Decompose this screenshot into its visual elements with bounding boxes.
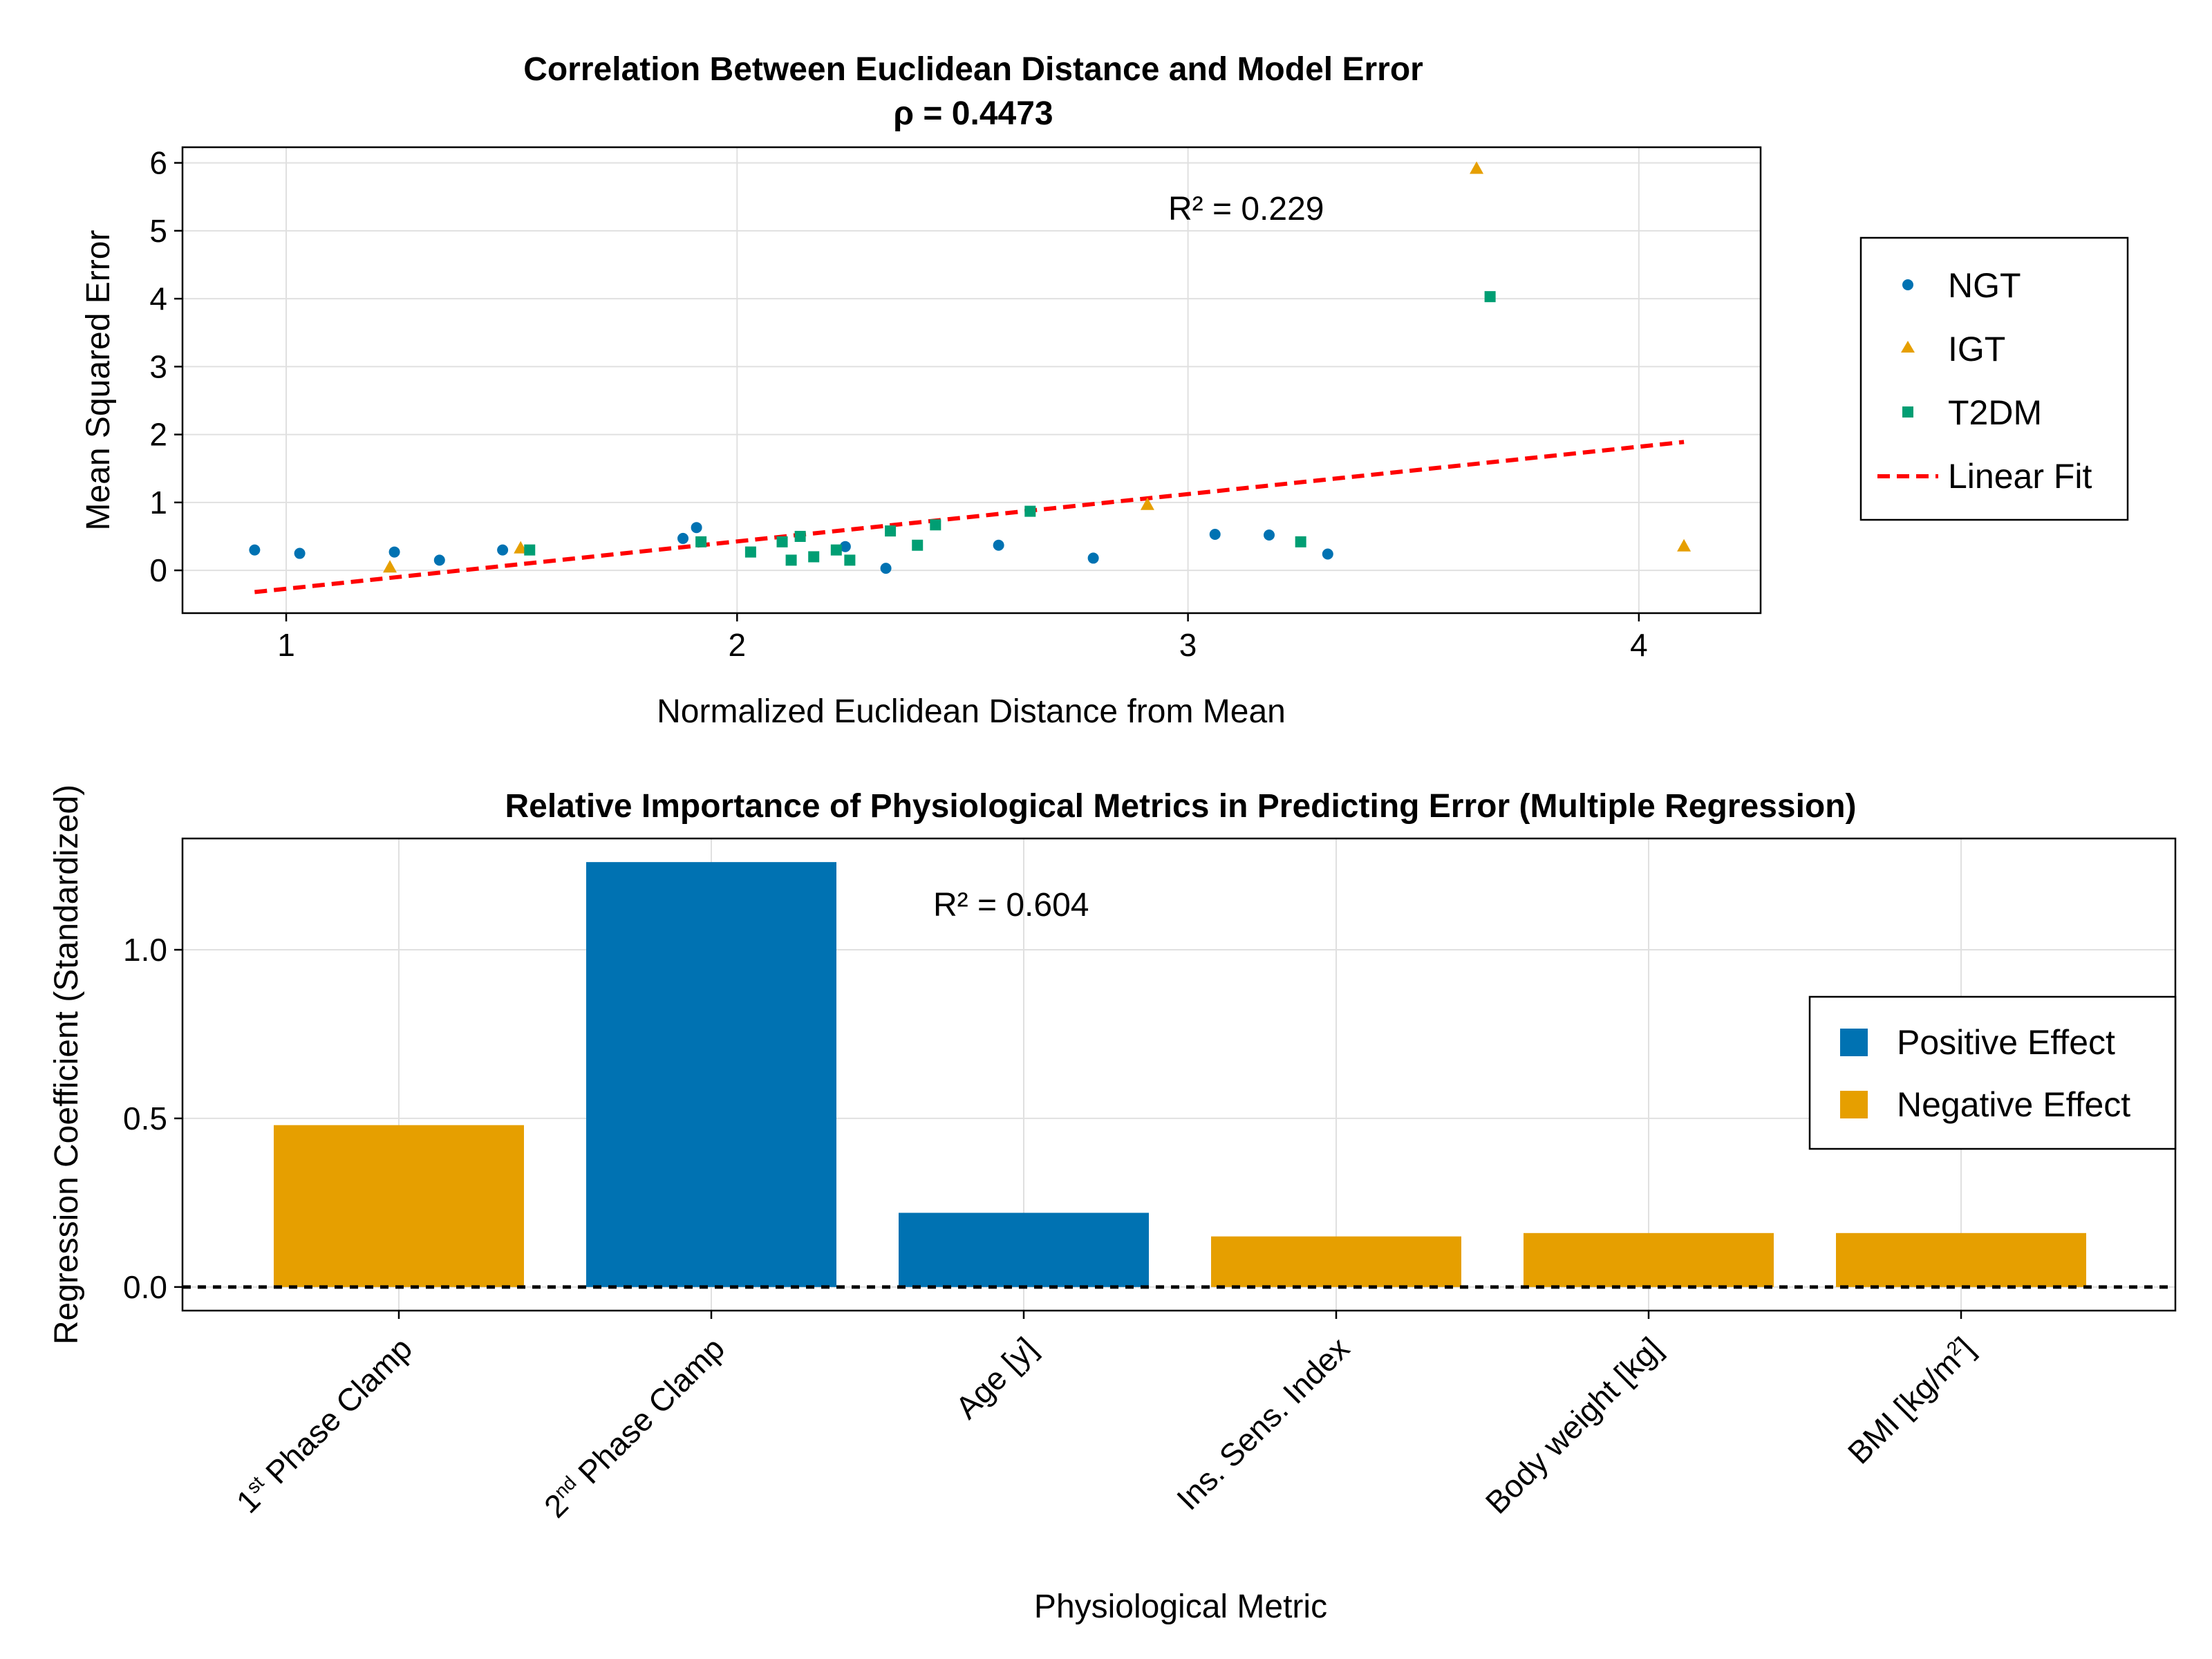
- scatter-x-tick-label: 4: [1630, 627, 1648, 663]
- scatter-points: [249, 161, 1691, 574]
- legend-positive-swatch: [1840, 1029, 1868, 1056]
- point-t2dm: [524, 544, 536, 556]
- scatter-legend: NGT IGT T2DM Linear Fit: [1859, 236, 2129, 521]
- bar-negative: [1836, 1232, 2086, 1287]
- point-ngt: [880, 563, 892, 574]
- scatter-panel: Correlation Between Euclidean Distance a…: [80, 51, 2129, 730]
- point-ngt: [497, 544, 509, 556]
- scatter-x-tick-label: 3: [1179, 627, 1197, 663]
- point-t2dm: [808, 551, 820, 563]
- legend-negative-label: Negative Effect: [1897, 1085, 2130, 1124]
- scatter-y-tick-label: 3: [149, 348, 167, 384]
- point-ngt: [691, 522, 702, 534]
- scatter-y-tick-label: 0: [149, 552, 167, 588]
- bar-legend-box: [1808, 995, 2177, 1150]
- scatter-y-tick-label: 5: [149, 213, 167, 249]
- legend-fit-label: Linear Fit: [1948, 457, 2092, 496]
- bar-y-ticks: 0.0 0.5 1.0: [123, 932, 182, 1305]
- point-t2dm: [1295, 536, 1306, 547]
- point-t2dm: [1484, 291, 1496, 303]
- linear-fit-line: [254, 440, 1685, 594]
- scatter-subtitle: ρ = 0.4473: [893, 95, 1053, 132]
- scatter-y-axis-label: Mean Squared Error: [80, 230, 117, 531]
- bar-legend: Positive Effect Negative Effect: [1808, 995, 2177, 1150]
- point-ngt: [249, 544, 261, 556]
- point-igt: [1140, 497, 1154, 510]
- bar-x-axis-label: Physiological Metric: [1034, 1588, 1327, 1625]
- point-t2dm: [776, 536, 788, 547]
- point-t2dm: [794, 530, 806, 542]
- point-ngt: [1322, 548, 1333, 560]
- point-ngt: [1264, 529, 1275, 541]
- bar-r2-annotation: R² = 0.604: [933, 887, 1089, 924]
- point-igt: [1677, 538, 1691, 552]
- bar-positive: [899, 1212, 1149, 1287]
- scatter-fit-line: [254, 440, 1685, 594]
- point-ngt: [993, 539, 1004, 551]
- bar-y-axis-label: Regression Coefficient (Standardized): [48, 785, 85, 1344]
- legend-negative-swatch: [1840, 1091, 1868, 1118]
- legend-t2dm-label: T2DM: [1948, 393, 2042, 432]
- point-t2dm: [695, 536, 707, 547]
- scatter-y-tick-label: 4: [149, 281, 167, 317]
- point-igt: [383, 560, 397, 573]
- legend-igt-marker: [1901, 341, 1915, 353]
- scatter-x-axis-label: Normalized Euclidean Distance from Mean: [657, 693, 1286, 730]
- bar-positive: [586, 862, 836, 1287]
- point-ngt: [388, 546, 400, 558]
- point-t2dm: [844, 554, 856, 566]
- bar-negative: [274, 1125, 524, 1287]
- point-t2dm: [785, 554, 797, 566]
- point-ngt: [677, 532, 689, 544]
- point-ngt: [294, 547, 306, 559]
- scatter-x-tick-label: 2: [729, 627, 747, 663]
- point-ngt: [1087, 552, 1099, 564]
- scatter-y-tick-label: 1: [149, 485, 167, 521]
- point-igt: [1470, 161, 1484, 174]
- scatter-grid: [182, 147, 1761, 613]
- scatter-title: Correlation Between Euclidean Distance a…: [523, 51, 1423, 88]
- point-t2dm: [930, 519, 941, 531]
- legend-ngt-marker: [1902, 279, 1913, 290]
- scatter-x-tick-label: 1: [277, 627, 295, 663]
- bar-negative: [1524, 1232, 1774, 1287]
- bar-y-tick-label: 1.0: [123, 932, 167, 968]
- bar-y-tick-label: 0.0: [123, 1269, 167, 1305]
- point-ngt: [433, 554, 445, 566]
- scatter-r2-annotation: R² = 0.229: [1168, 191, 1324, 227]
- point-t2dm: [912, 539, 924, 551]
- point-t2dm: [744, 546, 756, 558]
- legend-positive-label: Positive Effect: [1897, 1023, 2115, 1062]
- legend-t2dm-marker: [1902, 406, 1913, 418]
- scatter-y-tick-label: 2: [149, 417, 167, 453]
- bar-title: Relative Importance of Physiological Met…: [505, 788, 1856, 825]
- point-ngt: [1209, 529, 1221, 541]
- point-t2dm: [1024, 505, 1036, 517]
- bar-y-tick-label: 0.5: [123, 1100, 167, 1136]
- point-ngt: [839, 541, 851, 552]
- legend-igt-label: IGT: [1948, 330, 2005, 368]
- scatter-y-tick-label: 6: [149, 145, 167, 181]
- point-t2dm: [885, 525, 897, 537]
- scatter-plot-frame: [181, 146, 1762, 615]
- point-t2dm: [830, 544, 842, 556]
- legend-ngt-label: NGT: [1948, 266, 2021, 305]
- scatter-x-ticks: 1 2 3 4: [277, 613, 1648, 663]
- point-igt: [514, 541, 528, 554]
- bar-negative: [1211, 1236, 1461, 1287]
- bar-bars: [274, 862, 2086, 1287]
- scatter-y-ticks: 0 1 2 3 4 5 6: [149, 145, 182, 588]
